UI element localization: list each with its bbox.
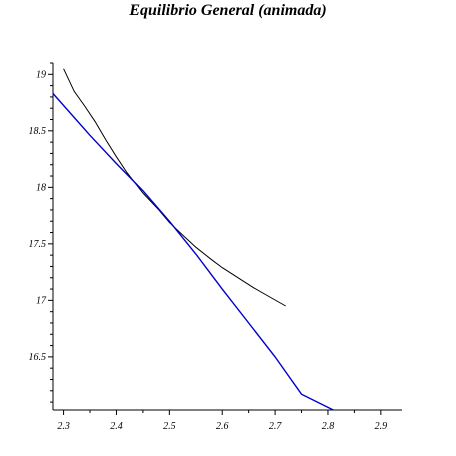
x-ticks: 2.3 2.4 2.5 2.6 2.7 2.8 2.9 [57,410,387,432]
y-tick-label: 17 [36,295,47,306]
axes [52,63,402,411]
series-group [52,68,334,411]
series-line-blue [52,93,334,411]
chart-title: Equilibrio General (animada) [129,2,327,19]
x-tick-label: 2.8 [322,421,335,432]
y-tick-label: 17.5 [29,239,47,250]
y-tick-label: 18 [36,182,46,193]
y-tick-label: 16.5 [29,352,47,363]
x-tick-label: 2.3 [57,421,70,432]
x-tick-label: 2.5 [163,421,176,432]
x-tick-label: 2.6 [216,421,229,432]
series-line-black [63,68,286,307]
y-ticks: 16.5 17 17.5 18 18.5 19 [29,62,53,403]
y-tick-label: 18.5 [29,126,47,137]
y-tick-label: 19 [36,69,46,80]
x-tick-label: 2.7 [269,421,283,432]
x-tick-label: 2.9 [375,421,388,432]
x-tick-label: 2.4 [110,421,123,432]
